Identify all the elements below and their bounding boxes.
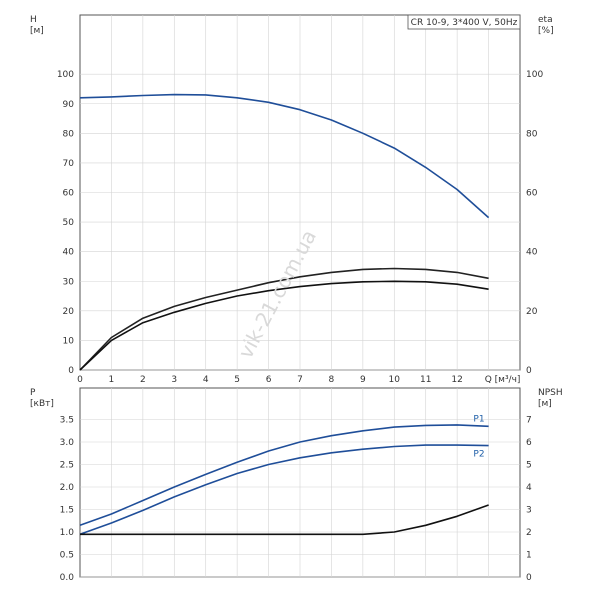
y-left-axis-title-line-1: [м] [30, 26, 44, 36]
x-axis-label: Q [м³/ч] [485, 375, 521, 385]
y-left-tick-label: 0.0 [60, 573, 75, 583]
y-left-tick-label: 20 [63, 307, 75, 317]
x-tick-label: 2 [140, 375, 146, 385]
series-label-p2: P2 [473, 450, 484, 460]
series-line-p2 [79, 444, 489, 536]
y-left-tick-label: 90 [63, 100, 75, 110]
y-right-tick-label: 5 [526, 461, 532, 471]
y-left-tick-label: 60 [63, 189, 75, 199]
y-right-tick-label: 100 [526, 70, 543, 80]
y-left-tick-label: 1.5 [60, 506, 74, 516]
y-right-axis-title-line-0: NPSH [538, 388, 563, 398]
y-left-axis-title-line-0: H [30, 15, 37, 25]
y-right-tick-label: 20 [526, 307, 538, 317]
series-line-2 [80, 504, 489, 536]
y-left-tick-label: 2.5 [60, 461, 74, 471]
y-left-tick-label: 0.5 [60, 551, 74, 561]
y-right-axis-title-line-0: eta [538, 15, 553, 25]
y-right-tick-label: 3 [526, 506, 532, 516]
y-left-tick-label: 80 [63, 129, 75, 139]
x-tick-label: 1 [109, 375, 115, 385]
x-tick-label: 5 [234, 375, 240, 385]
y-right-tick-label: 7 [526, 416, 532, 426]
x-tick-label: 3 [171, 375, 177, 385]
y-left-tick-label: 3.5 [60, 416, 74, 426]
x-tick-label: 12 [451, 375, 462, 385]
y-right-tick-label: 0 [526, 366, 532, 376]
y-left-tick-label: 1.0 [60, 528, 75, 538]
y-left-tick-label: 2.0 [60, 483, 75, 493]
series-label-p1: P1 [473, 414, 484, 424]
y-right-tick-label: 80 [526, 129, 538, 139]
chart-title-box [407, 14, 521, 30]
x-tick-label: 9 [360, 375, 366, 385]
y-left-tick-label: 100 [57, 70, 74, 80]
chart-title: CR 10-9, 3*400 V, 50Hz [411, 18, 518, 28]
x-tick-label: 10 [389, 375, 401, 385]
y-right-tick-label: 4 [526, 483, 532, 493]
y-left-axis-title-line-1: [кВт] [30, 399, 54, 409]
series-line-2 [79, 280, 489, 371]
y-left-tick-label: 70 [63, 159, 75, 169]
y-left-tick-label: 10 [63, 336, 75, 346]
y-right-tick-label: 0 [526, 573, 532, 583]
y-right-axis-title-line-1: [%] [538, 26, 554, 36]
series-line-1 [79, 267, 489, 371]
y-left-axis-title-line-0: P [30, 388, 36, 398]
x-tick-label: 11 [420, 375, 431, 385]
y-right-tick-label: 6 [526, 438, 532, 448]
y-left-tick-label: 40 [63, 248, 75, 258]
series-line-p1 [79, 424, 489, 527]
x-tick-label: 8 [329, 375, 335, 385]
y-left-tick-label: 30 [63, 277, 75, 287]
y-left-tick-label: 0 [68, 366, 74, 376]
x-tick-label: 0 [77, 375, 83, 385]
power-npsh-panel: 0.0 0.5 1.0 1.5 2.0 2.5 3.0 3.5 0 1 2 3 4 5 6 7 P[кВт] NP… [30, 387, 563, 583]
x-tick-label: 4 [203, 375, 209, 385]
y-right-tick-label: 2 [526, 528, 532, 538]
series-line-0 [79, 93, 490, 219]
y-right-axis-title-line-1: [м] [538, 399, 552, 409]
y-right-tick-label: 40 [526, 248, 538, 258]
x-tick-label: 6 [266, 375, 272, 385]
x-tick-label: 7 [297, 375, 303, 385]
y-right-tick-label: 60 [526, 189, 538, 199]
y-left-tick-label: 50 [63, 218, 75, 228]
y-right-tick-label: 1 [526, 551, 532, 561]
y-left-tick-label: 3.0 [60, 438, 75, 448]
